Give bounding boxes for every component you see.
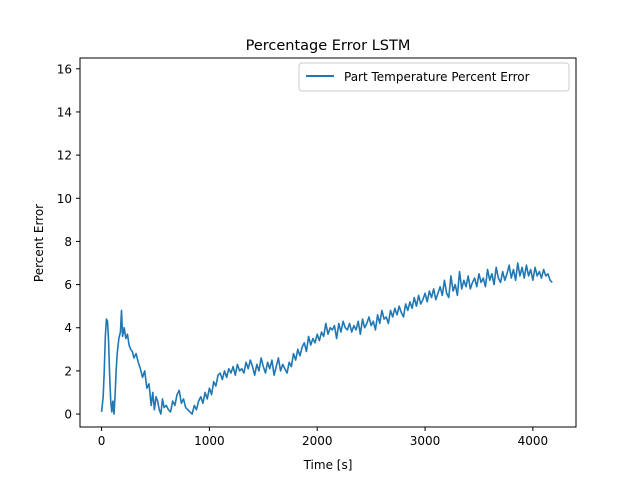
y-tick-label: 2 (64, 364, 72, 378)
series-line (100, 262, 553, 415)
y-axis: 0 2 4 6 8 10 12 14 16 (57, 62, 80, 422)
y-tick-label: 12 (57, 149, 72, 163)
axes-frame (79, 57, 577, 428)
x-tick-label: 2000 (302, 434, 333, 448)
y-tick-label: 10 (57, 192, 72, 206)
y-tick-label: 0 (64, 408, 72, 422)
y-tick-label: 14 (57, 105, 72, 119)
x-tick-label: 1000 (194, 434, 225, 448)
x-tick-label: 0 (98, 434, 106, 448)
y-tick-label: 4 (64, 321, 72, 335)
y-tick-label: 16 (57, 62, 72, 76)
legend: Part Temperature Percent Error (298, 62, 570, 92)
x-axis: 0 1000 2000 3000 4000 (98, 427, 548, 448)
x-tick-label: 4000 (518, 434, 549, 448)
y-tick-label: 6 (64, 278, 72, 292)
y-axis-label: Percent Error (32, 204, 46, 282)
chart-title: Percentage Error LSTM (246, 38, 411, 54)
plot-area (100, 262, 553, 415)
y-tick-label: 8 (64, 235, 72, 249)
legend-box (298, 62, 570, 92)
x-tick-label: 3000 (410, 434, 441, 448)
legend-label: Part Temperature Percent Error (344, 70, 530, 84)
x-axis-label: Time [s] (303, 458, 353, 472)
